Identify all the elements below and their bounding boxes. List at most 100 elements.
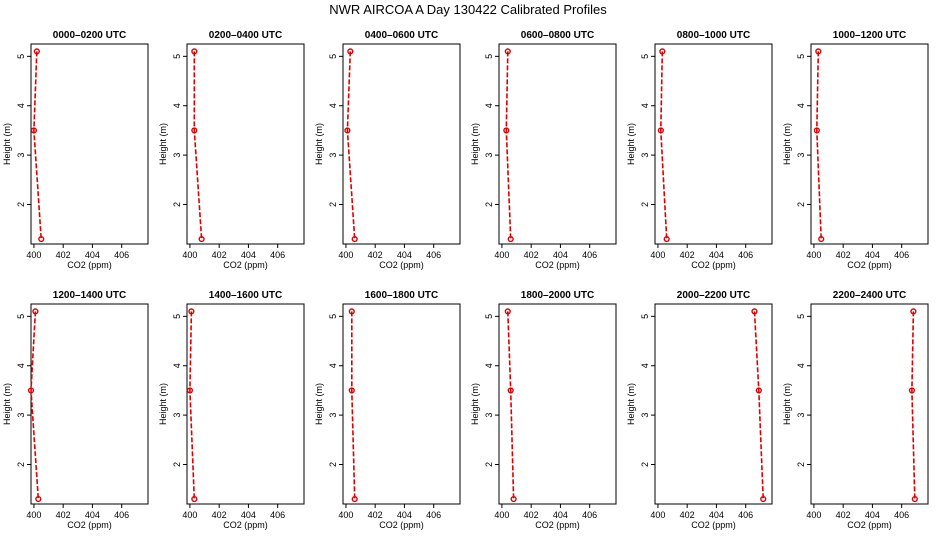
plot-frame xyxy=(186,303,305,505)
y-axis-label: Height (m) xyxy=(2,383,12,425)
x-tick-label: 404 xyxy=(397,510,412,520)
y-tick-label: 4 xyxy=(172,363,182,368)
x-tick-label: 400 xyxy=(806,250,821,260)
data-point xyxy=(191,48,198,55)
x-axis-label: CO2 (ppm) xyxy=(67,260,112,270)
panel-title: 0600–0800 UTC xyxy=(521,30,594,41)
panel-title: 2200–2400 UTC xyxy=(833,290,906,301)
y-axis-label: Height (m) xyxy=(626,383,636,425)
x-tick-label: 404 xyxy=(397,250,412,260)
x-tick-label: 406 xyxy=(894,250,909,260)
y-tick-label: 4 xyxy=(640,103,650,108)
x-tick-label: 406 xyxy=(114,510,129,520)
x-tick-label: 400 xyxy=(806,510,821,520)
panel-title: 0000–0200 UTC xyxy=(53,30,126,41)
y-tick-label: 2 xyxy=(172,202,182,207)
y-tick-label: 4 xyxy=(484,363,494,368)
x-tick-label: 404 xyxy=(709,510,724,520)
x-axis-label: CO2 (ppm) xyxy=(847,520,892,530)
panel-title: 0200–0400 UTC xyxy=(209,30,282,41)
y-tick-label: 5 xyxy=(16,54,26,59)
data-point xyxy=(911,495,918,503)
data-point xyxy=(908,387,916,394)
x-tick-label: 400 xyxy=(182,250,197,260)
series-line xyxy=(911,311,916,500)
x-tick-label: 402 xyxy=(56,510,71,520)
x-axis-label: CO2 (ppm) xyxy=(223,520,268,530)
y-tick-label: 2 xyxy=(328,202,338,207)
y-axis-label: Height (m) xyxy=(158,383,168,425)
y-tick-label: 5 xyxy=(640,54,650,59)
plot-frame xyxy=(498,303,617,505)
y-tick-label: 3 xyxy=(328,413,338,418)
y-tick-label: 3 xyxy=(484,153,494,158)
x-tick-label: 402 xyxy=(212,510,227,520)
panel-title: 1600–1800 UTC xyxy=(365,290,438,301)
data-point xyxy=(910,308,917,315)
data-point xyxy=(657,127,664,134)
data-point xyxy=(27,387,35,394)
x-tick-label: 406 xyxy=(426,510,441,520)
y-tick-label: 5 xyxy=(172,314,182,319)
x-tick-label: 404 xyxy=(85,250,100,260)
panel-title: 1200–1400 UTC xyxy=(53,290,126,301)
y-tick-label: 3 xyxy=(16,153,26,158)
x-tick-label: 402 xyxy=(524,250,539,260)
data-point xyxy=(504,48,511,55)
x-axis-label: CO2 (ppm) xyxy=(691,260,736,270)
series-line xyxy=(33,51,42,240)
data-point xyxy=(663,235,670,243)
data-point xyxy=(186,387,194,394)
x-tick-label: 404 xyxy=(553,510,568,520)
data-point xyxy=(33,48,40,55)
y-tick-label: 3 xyxy=(796,413,806,418)
y-tick-label: 5 xyxy=(484,54,494,59)
panel-title: 1000–1200 UTC xyxy=(833,30,906,41)
data-point xyxy=(191,127,198,134)
y-tick-label: 2 xyxy=(16,462,26,467)
x-tick-label: 402 xyxy=(836,510,851,520)
x-tick-label: 404 xyxy=(241,250,256,260)
data-point xyxy=(351,495,358,503)
data-point xyxy=(818,235,825,243)
x-axis-label: CO2 (ppm) xyxy=(67,520,112,530)
plot-frame xyxy=(654,43,773,245)
y-tick-label: 5 xyxy=(796,314,806,319)
y-tick-label: 4 xyxy=(796,363,806,368)
series-line xyxy=(193,51,203,240)
y-tick-label: 3 xyxy=(484,413,494,418)
y-axis-label: Height (m) xyxy=(782,383,792,425)
x-tick-label: 402 xyxy=(836,250,851,260)
y-tick-label: 5 xyxy=(328,54,338,59)
data-point xyxy=(507,235,514,243)
y-axis-label: Height (m) xyxy=(158,123,168,165)
data-point xyxy=(755,387,762,394)
series-line xyxy=(659,51,668,240)
data-point xyxy=(347,48,354,55)
data-point xyxy=(503,127,510,134)
data-point xyxy=(815,48,822,55)
plot-frame xyxy=(342,303,461,505)
y-tick-label: 3 xyxy=(172,413,182,418)
x-axis-label: CO2 (ppm) xyxy=(847,260,892,270)
y-axis-label: Height (m) xyxy=(470,383,480,425)
y-tick-label: 4 xyxy=(640,363,650,368)
x-tick-label: 400 xyxy=(338,250,353,260)
y-tick-label: 2 xyxy=(484,462,494,467)
x-tick-label: 406 xyxy=(582,250,597,260)
y-tick-label: 3 xyxy=(172,153,182,158)
x-axis-label: CO2 (ppm) xyxy=(535,520,580,530)
x-tick-label: 404 xyxy=(709,250,724,260)
x-tick-label: 402 xyxy=(56,250,71,260)
data-point xyxy=(348,308,355,315)
